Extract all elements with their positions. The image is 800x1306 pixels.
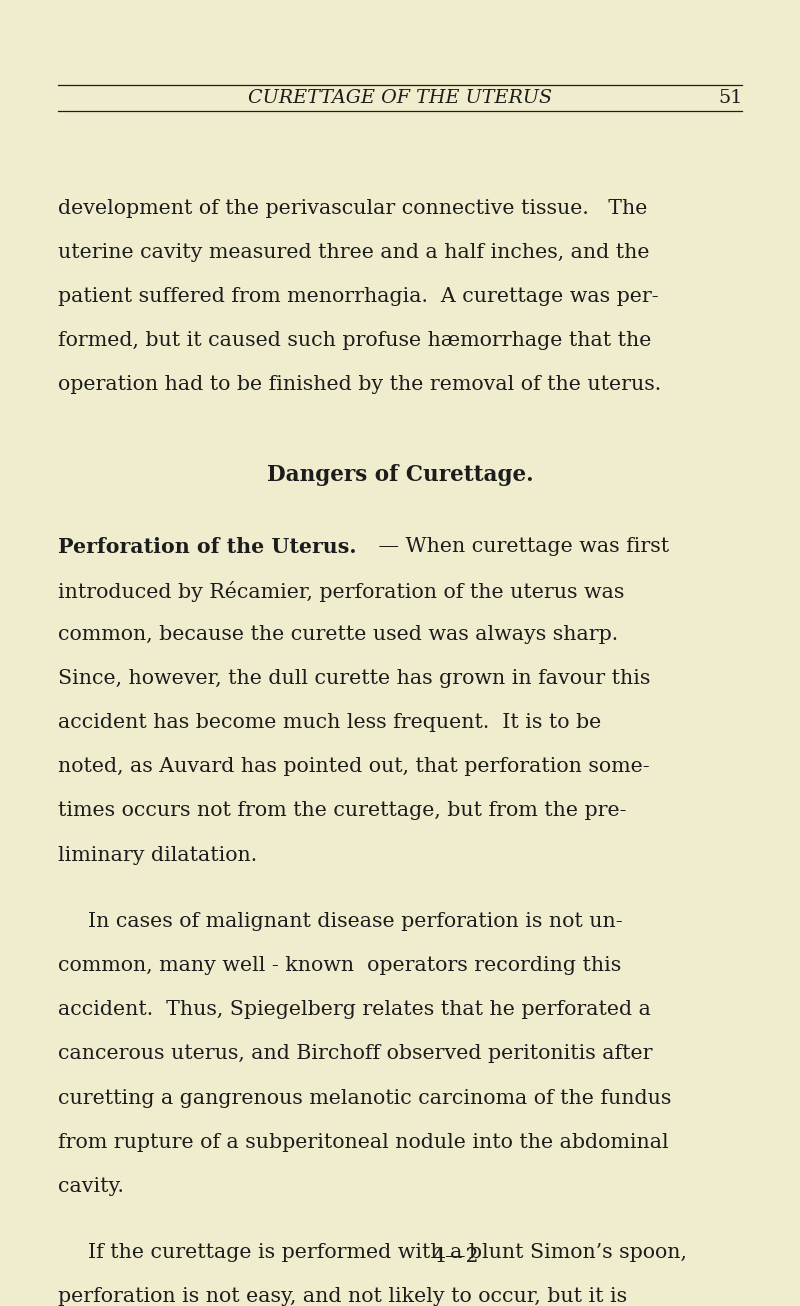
- Text: Perforation of the Uterus.: Perforation of the Uterus.: [58, 537, 356, 556]
- Text: curetting a gangrenous melanotic carcinoma of the fundus: curetting a gangrenous melanotic carcino…: [58, 1088, 671, 1107]
- Text: accident has become much less frequent.  It is to be: accident has become much less frequent. …: [58, 713, 601, 733]
- Text: operation had to be finished by the removal of the uterus.: operation had to be finished by the remo…: [58, 375, 661, 394]
- Text: formed, but it caused such profuse hæmorrhage that the: formed, but it caused such profuse hæmor…: [58, 330, 651, 350]
- Text: 51: 51: [718, 89, 742, 107]
- Text: noted, as Auvard has pointed out, that perforation some-: noted, as Auvard has pointed out, that p…: [58, 757, 650, 776]
- Text: In cases of malignant disease perforation is not un-: In cases of malignant disease perforatio…: [88, 912, 622, 931]
- Text: times occurs not from the curettage, but from the pre-: times occurs not from the curettage, but…: [58, 802, 626, 820]
- Text: CURETTAGE OF THE UTERUS: CURETTAGE OF THE UTERUS: [248, 89, 552, 107]
- Text: cavity.: cavity.: [58, 1177, 123, 1196]
- Text: uterine cavity measured three and a half inches, and the: uterine cavity measured three and a half…: [58, 243, 649, 261]
- Text: Dangers of Curettage.: Dangers of Curettage.: [266, 464, 534, 486]
- Text: Since, however, the dull curette has grown in favour this: Since, however, the dull curette has gro…: [58, 669, 650, 688]
- Text: patient suffered from menorrhagia.  A curettage was per-: patient suffered from menorrhagia. A cur…: [58, 287, 658, 306]
- Text: development of the perivascular connective tissue.   The: development of the perivascular connecti…: [58, 199, 647, 218]
- Text: cancerous uterus, and Birchoff observed peritonitis after: cancerous uterus, and Birchoff observed …: [58, 1045, 652, 1063]
- Text: If the curettage is performed with a blunt Simon’s spoon,: If the curettage is performed with a blu…: [88, 1243, 687, 1262]
- Text: common, many well - known  operators recording this: common, many well - known operators reco…: [58, 956, 621, 976]
- Text: accident.  Thus, Spiegelberg relates that he perforated a: accident. Thus, Spiegelberg relates that…: [58, 1000, 650, 1019]
- Text: perforation is not easy, and not likely to occur, but it is: perforation is not easy, and not likely …: [58, 1288, 626, 1306]
- Text: — When curettage was first: — When curettage was first: [372, 537, 669, 555]
- Text: 4—2: 4—2: [433, 1247, 479, 1266]
- Text: introduced by Récamier, perforation of the uterus was: introduced by Récamier, perforation of t…: [58, 581, 624, 602]
- Text: common, because the curette used was always sharp.: common, because the curette used was alw…: [58, 624, 618, 644]
- Text: from rupture of a subperitoneal nodule into the abdominal: from rupture of a subperitoneal nodule i…: [58, 1132, 668, 1152]
- Text: liminary dilatation.: liminary dilatation.: [58, 845, 257, 865]
